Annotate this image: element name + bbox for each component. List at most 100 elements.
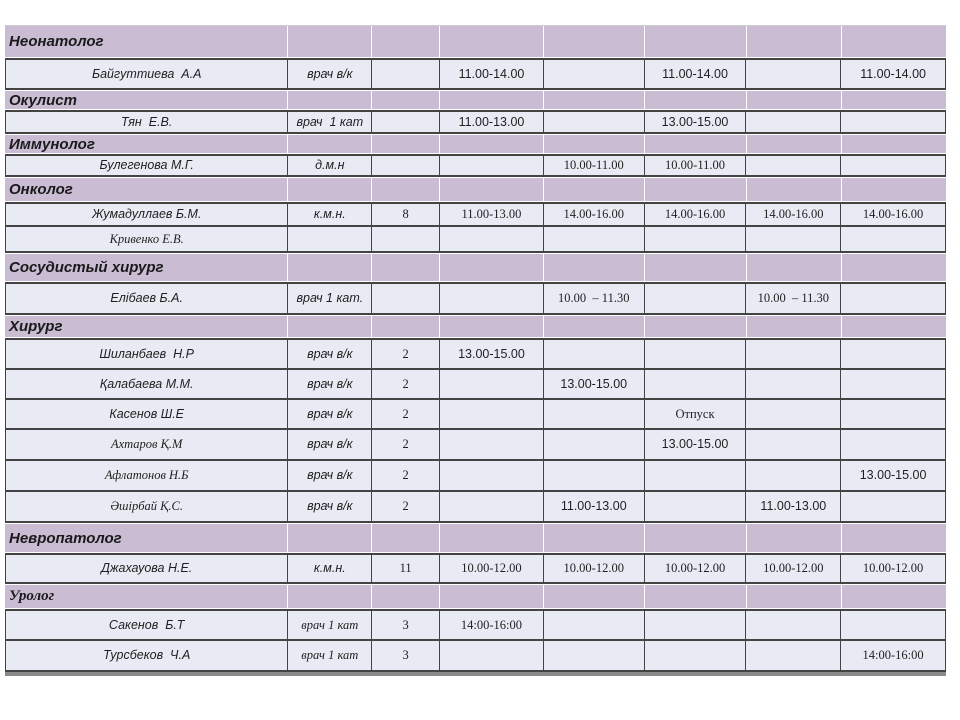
- time-slot-cell: 11.00-13.00: [746, 492, 842, 521]
- room-number-cell: [372, 227, 441, 251]
- room-number-cell: [372, 156, 441, 175]
- qualification-cell: [288, 227, 373, 251]
- room-number-cell: 2: [372, 340, 441, 368]
- time-slot-cell: 14:00-16:00: [440, 611, 544, 639]
- doctor-row: Ахтаров Қ.М врач в/к 2 13.00-15.00: [5, 428, 946, 459]
- doctor-row: Сакенов Б.Т врач 1 кат 3 14:00-16:00: [5, 609, 946, 639]
- room-number-cell: 2: [372, 430, 441, 459]
- doctor-row: Тян Е.В. врач 1 кат 11.00-13.00 13.00-15.00: [5, 110, 946, 134]
- section-empty-cell: [440, 524, 544, 552]
- time-slot-cell: 10.00-12.00: [440, 555, 544, 582]
- section-empty-cell: [645, 91, 747, 109]
- time-slot-cell: [746, 430, 842, 459]
- time-slot-cell: [544, 112, 645, 132]
- time-slot-cell: [746, 611, 842, 639]
- time-slot-cell: [841, 611, 945, 639]
- time-slot-cell: [440, 370, 544, 398]
- section-empty-cell: [372, 316, 440, 337]
- doctor-row: Шиланбаев Н.Р врач в/к 2 13.00-15.00: [5, 338, 946, 368]
- section-empty-cell: [288, 178, 372, 201]
- table-bottom-border: [5, 672, 946, 676]
- section-empty-cell: [544, 585, 645, 608]
- time-slot-cell: [544, 641, 645, 670]
- room-number-cell: 2: [372, 461, 441, 490]
- time-slot-cell: [746, 227, 842, 251]
- section-empty-cell: [747, 26, 842, 57]
- doctor-row: Афлатонов Н.Б врач в/к 2 13.00-15.00: [5, 459, 946, 490]
- doctor-name-cell: Жумадуллаев Б.М.: [6, 204, 289, 225]
- time-slot-cell: 10.00-12.00: [544, 555, 645, 582]
- section-empty-cell: [288, 91, 372, 109]
- time-slot-cell: [544, 60, 645, 88]
- time-slot-cell: [544, 340, 645, 368]
- time-slot-cell: [440, 430, 544, 459]
- time-slot-cell: [544, 430, 645, 459]
- qualification-cell: врач в/к: [288, 492, 373, 521]
- time-slot-cell: 14.00-16.00: [746, 204, 842, 225]
- time-slot-cell: 13.00-15.00: [859, 468, 927, 483]
- doctor-schedule-table: Неонатолог Байгуттиева А.А врач в/к 11.00-1…: [5, 25, 946, 676]
- section-empty-cell: [645, 254, 747, 281]
- section-empty-cell: [747, 585, 842, 608]
- doctor-name-cell: Қалабаева М.М.: [6, 370, 289, 398]
- specialty-section-row: Неонатолог: [5, 25, 946, 58]
- time-slot-cell: 11.00-13.00: [440, 204, 544, 225]
- section-empty-cell: [645, 524, 747, 552]
- section-empty-cell: [544, 26, 645, 57]
- section-empty-cell: [372, 254, 440, 281]
- section-empty-cell: [842, 91, 946, 109]
- time-slot-cell: [645, 611, 747, 639]
- doctor-name-cell: Булегенова М.Г.: [6, 156, 289, 175]
- section-empty-cell: [747, 135, 842, 153]
- time-slot-cell: [544, 461, 645, 490]
- time-slot-cell: [841, 400, 945, 428]
- time-slot-cell: 10.00-11.00: [645, 156, 747, 175]
- time-slot-cell: [746, 461, 842, 490]
- section-empty-cell: [544, 135, 645, 153]
- time-slot-cell: [841, 492, 945, 521]
- room-number-cell: [372, 112, 441, 132]
- doctor-name-cell: Байгуттиева А.А: [6, 60, 289, 88]
- time-slot-cell: [841, 227, 945, 251]
- section-empty-cell: [645, 316, 747, 337]
- room-number-cell: 2: [372, 400, 441, 428]
- qualification-cell: к.м.н.: [288, 204, 373, 225]
- time-slot-cell: 13.00-15.00: [645, 112, 747, 132]
- qualification-cell: д.м.н: [288, 156, 373, 175]
- specialty-label: Окулист: [5, 91, 288, 109]
- time-slot-cell: Отпуск: [645, 400, 747, 428]
- section-empty-cell: [747, 524, 842, 552]
- doctor-row: Елібаев Б.А. врач 1 кат. 10.00 – 11.30 10.0…: [5, 282, 946, 315]
- time-slot-cell: [440, 284, 544, 313]
- time-slot-cell: [645, 340, 747, 368]
- section-empty-cell: [372, 91, 440, 109]
- time-slot-cell: 10.00-12.00: [746, 555, 842, 582]
- time-slot-cell: [544, 400, 645, 428]
- section-empty-cell: [288, 524, 372, 552]
- qualification-cell: врач 1 кат: [288, 112, 373, 132]
- time-slot-cell: [645, 492, 747, 521]
- section-empty-cell: [440, 26, 544, 57]
- section-empty-cell: [372, 524, 440, 552]
- room-number-cell: 2: [372, 370, 441, 398]
- time-slot-cell: [841, 430, 945, 459]
- room-number-cell: 3: [372, 611, 441, 639]
- section-empty-cell: [544, 254, 645, 281]
- doctor-name-cell: Ахтаров Қ.М: [6, 430, 289, 459]
- specialty-section-row: Сосудистый хирург: [5, 253, 946, 282]
- time-slot-cell: 14.00-16.00: [544, 204, 645, 225]
- room-number-cell: [372, 60, 441, 88]
- time-slot-cell: [746, 370, 842, 398]
- section-empty-cell: [288, 316, 372, 337]
- doctor-row: Байгуттиева А.А врач в/к 11.00-14.00 11.00-…: [5, 58, 946, 90]
- time-slot-cell: [841, 112, 945, 132]
- room-number-cell: 3: [372, 641, 441, 670]
- doctor-row: Қалабаева М.М. врач в/к 2 13.00-15.00: [5, 368, 946, 398]
- time-slot-cell: [841, 370, 945, 398]
- section-empty-cell: [645, 135, 747, 153]
- section-empty-cell: [440, 135, 544, 153]
- time-slot-cell: 10.00-12.00: [862, 561, 924, 576]
- time-slot-cell: 13.00-15.00: [544, 370, 645, 398]
- specialty-label: Невропатолог: [5, 524, 288, 552]
- time-slot-cell: [440, 156, 544, 175]
